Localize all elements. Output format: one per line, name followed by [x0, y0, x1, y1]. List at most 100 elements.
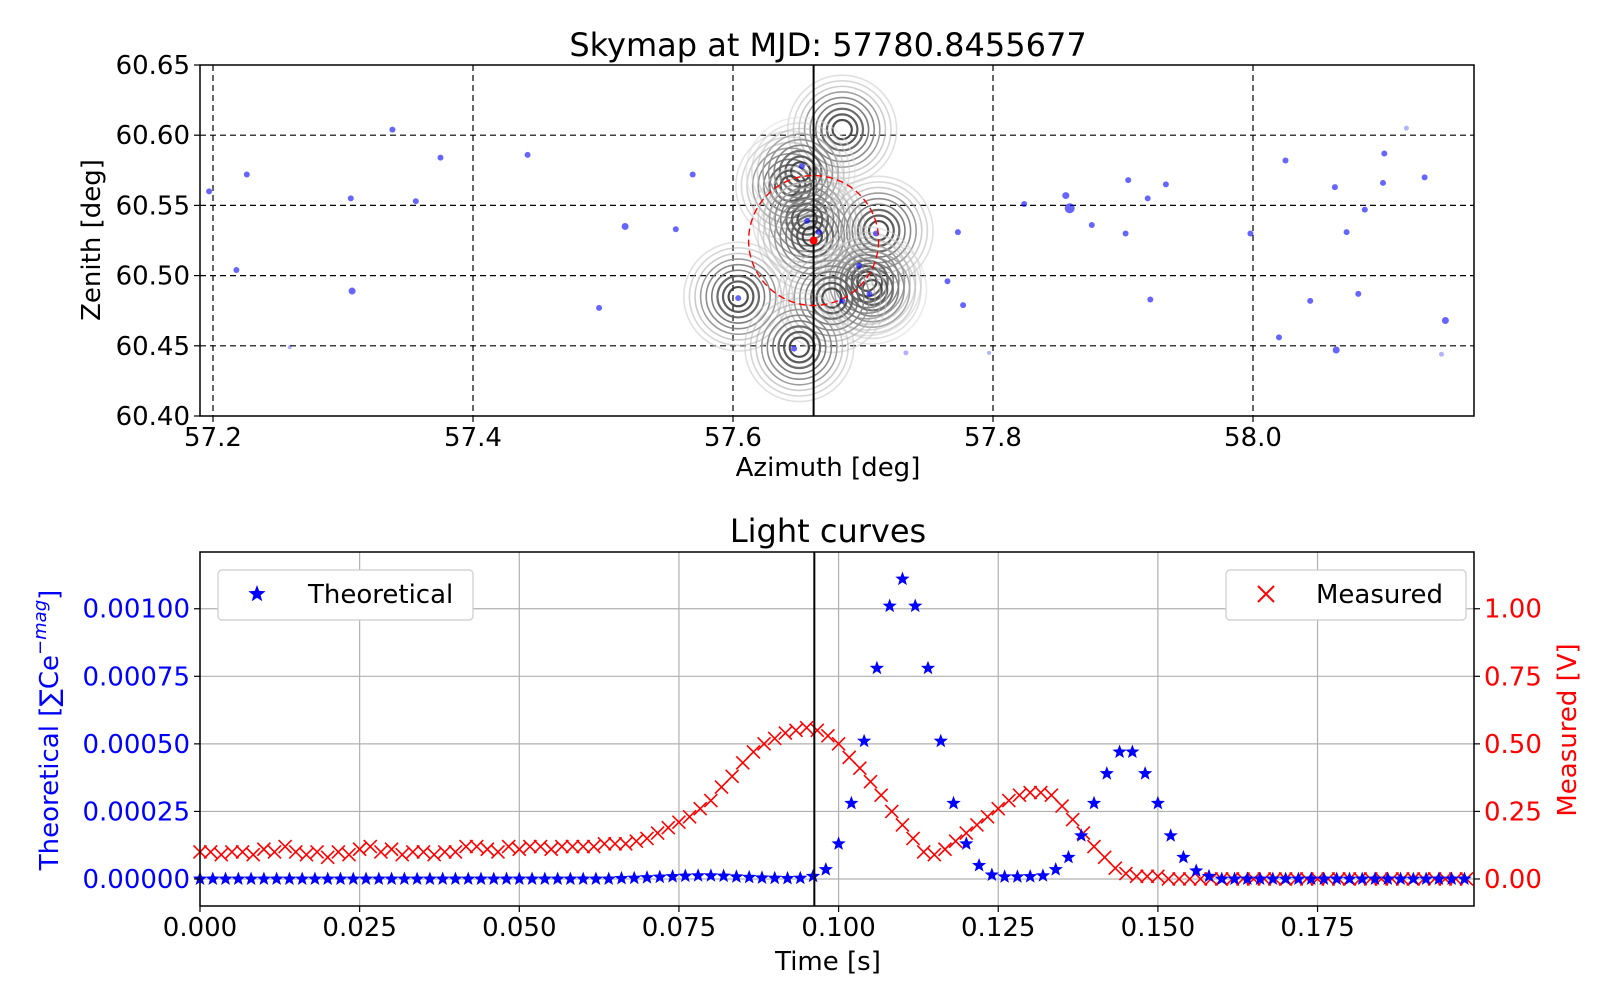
skymap-star [815, 229, 822, 236]
skymap-star [1380, 179, 1386, 186]
measured-point [427, 847, 442, 862]
measured-point [650, 825, 665, 841]
theoretical-point [1099, 766, 1114, 780]
measured-point [363, 839, 378, 854]
measured-point [320, 850, 335, 865]
skymap-contour-ring [779, 203, 846, 270]
skymap-contour-ring [760, 308, 838, 386]
skymap-contour-ring [803, 91, 881, 168]
measured-point [703, 793, 718, 808]
theoretical-point [972, 858, 987, 872]
theoretical-point [1406, 871, 1421, 885]
theoretical-point [742, 869, 757, 884]
measured-point [501, 839, 516, 854]
theoretical-y-tick-label: 0.00050 [82, 730, 190, 760]
measured-point [1161, 871, 1176, 887]
theoretical-point [346, 871, 361, 885]
theoretical-point [282, 871, 297, 885]
skymap-star [1403, 125, 1409, 131]
legend-theoretical-box [217, 569, 474, 621]
measured-y-tick-label: 1.00 [1484, 595, 1542, 625]
skymap-star [347, 195, 354, 202]
measured-point [459, 839, 474, 854]
theoretical-point [614, 870, 629, 885]
legend-measured-marker [1257, 585, 1275, 603]
skymap-contour-ring [688, 247, 788, 347]
theoretical-point [857, 733, 872, 748]
theoretical-point [1189, 863, 1204, 877]
lightcurve-x-tick-label: 0.000 [163, 913, 237, 943]
skymap-y-tick-label: 60.50 [116, 262, 190, 292]
skymap-contours [682, 74, 934, 403]
skymap-star [596, 304, 603, 311]
skymap-star [798, 163, 805, 170]
skymap-star [735, 295, 742, 302]
theoretical-point [1074, 828, 1089, 842]
skymap-contour-ring [749, 297, 849, 397]
theoretical-y-axis-label-main: Theoretical [∑Ce [35, 655, 65, 871]
lightcurve-x-tick-label: 0.075 [642, 913, 716, 943]
theoretical-point [1214, 871, 1229, 885]
measured-point [1129, 869, 1144, 884]
skymap-star [1381, 150, 1388, 157]
theoretical-point [1061, 849, 1076, 864]
skymap-star [1439, 351, 1444, 357]
measured-point [1150, 869, 1165, 884]
theoretical-point [1291, 871, 1306, 885]
skymap-contour-ring [789, 161, 812, 183]
theoretical-point [269, 871, 284, 885]
theoretical-point [1380, 871, 1395, 885]
theoretical-series [192, 571, 1472, 885]
theoretical-point [256, 871, 271, 885]
skymap-star [1361, 206, 1368, 213]
skymap-pointing-marker [809, 236, 818, 245]
skymap-y-tick-label: 60.45 [116, 332, 190, 362]
lightcurve-x-axis-label: Time [s] [774, 947, 881, 977]
theoretical-point [1201, 868, 1217, 883]
theoretical-point [473, 871, 489, 885]
measured-point [767, 731, 782, 746]
measured-point [373, 844, 388, 860]
theoretical-point [754, 870, 770, 884]
lightcurve-grid [199, 552, 1474, 906]
theoretical-point [1048, 862, 1063, 876]
measured-point [1033, 785, 1048, 800]
theoretical-point [1367, 871, 1383, 885]
theoretical-point [831, 836, 846, 850]
theoretical-point [1176, 849, 1191, 864]
theoretical-point [1316, 871, 1332, 885]
skymap-star [1064, 203, 1075, 214]
measured-point [1001, 793, 1016, 808]
theoretical-point [422, 871, 437, 885]
skymap-y-tick-label: 60.55 [116, 191, 190, 221]
measured-point [278, 839, 293, 854]
skymap-x-ticks: 57.2 57.4 57.6 57.8 58.0 [184, 416, 1282, 453]
theoretical-y-axis-label-superscript: −mag [30, 600, 51, 655]
theoretical-point [1329, 871, 1344, 885]
measured-point [980, 809, 995, 824]
theoretical-y-tick-label: 0.00025 [82, 797, 190, 827]
theoretical-point [499, 871, 514, 885]
skymap-contour-ring [839, 256, 905, 323]
theoretical-point [448, 871, 463, 885]
measured-point [310, 844, 325, 860]
measured-point [469, 839, 484, 854]
skymap-y-tick-label: 60.60 [116, 121, 190, 151]
skymap-star [524, 151, 531, 158]
theoretical-point [729, 869, 744, 883]
skymap-star [1421, 174, 1428, 181]
theoretical-point [818, 862, 833, 876]
measured-y-tick-label: 0.25 [1484, 797, 1542, 827]
skymap-star [437, 154, 444, 161]
skymap-contour-ring [744, 292, 855, 403]
measured-point [331, 844, 346, 860]
measured-point [203, 844, 218, 860]
skymap-contour-ring [756, 127, 845, 216]
skymap-star [804, 217, 811, 224]
skymap-chart: Skymap at MJD: 57780.8455677 57.2 57.4 57.… [77, 26, 1475, 483]
skymap-contour-ring [705, 263, 772, 330]
measured-point [725, 769, 740, 784]
skymap-contour-ring [820, 107, 865, 152]
lightcurve-x-tick-label: 0.100 [801, 913, 875, 943]
